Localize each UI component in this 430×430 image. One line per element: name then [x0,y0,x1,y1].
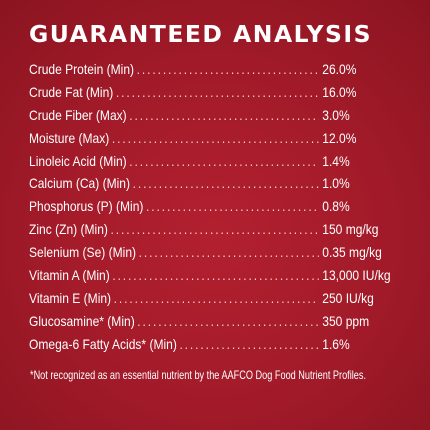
row-value: 3.0% [322,106,350,123]
row-value: 0.8% [322,198,350,215]
row-label: Vitamin E (Min) [29,289,112,306]
analysis-row: Phosphorus (P) (Min) 0.8% [29,198,405,221]
row-label: Crude Fiber (Max) [29,106,127,123]
analysis-table: Crude Protein (Min) 26.0% Crude Fat (Min… [29,61,405,359]
row-label: Moisture (Max) [29,129,110,146]
row-label: Zinc (Zn) (Min) [29,221,108,238]
row-label: Phosphorus (P) (Min) [29,198,144,215]
analysis-row: Crude Protein (Min) 26.0% [29,61,405,84]
analysis-row: Crude Fat (Min) 16.0% [29,84,405,107]
row-label: Linoleic Acid (Min) [29,152,127,169]
row-label: Selenium (Se) (Min) [29,244,137,261]
row-value: 250 IU/kg [322,289,374,306]
dot-leader [139,244,319,260]
dot-leader [116,84,319,100]
analysis-row: Omega-6 Fatty Acids* (Min) 1.6% [29,336,405,359]
dot-leader [137,61,319,77]
panel-title: GUARANTEED ANALYSIS [29,20,373,48]
row-value: 16.0% [322,83,357,100]
analysis-row: Zinc (Zn) (Min) 150 mg/kg [29,221,405,244]
row-value: 1.0% [322,175,350,192]
row-label: Vitamin A (Min) [29,267,110,284]
row-value: 13,000 IU/kg [322,267,391,284]
analysis-row: Moisture (Max) 12.0% [29,130,405,153]
row-value: 350 ppm [322,312,370,329]
row-label: Crude Fat (Min) [29,83,114,100]
row-value: 150 mg/kg [322,221,379,238]
dot-leader [146,198,319,214]
row-value: 12.0% [322,129,357,146]
row-label: Crude Protein (Min) [29,61,135,77]
dot-leader [129,153,319,169]
row-value: 26.0% [322,61,357,77]
dot-leader [112,267,318,283]
row-value: 1.4% [322,152,350,169]
dot-leader [112,130,319,146]
analysis-row: Linoleic Acid (Min) 1.4% [29,153,405,176]
dot-leader [179,336,318,352]
footnote: *Not recognized as an essential nutrient… [30,369,367,382]
dot-leader [137,313,319,329]
row-label: Glucosamine* (Min) [29,312,135,329]
row-value: 1.6% [322,335,350,352]
analysis-row: Calcium (Ca) (Min) 1.0% [29,175,405,198]
dot-leader [129,107,319,123]
row-value: 0.35 mg/kg [322,244,382,261]
analysis-row: Vitamin A (Min) 13,000 IU/kg [29,267,405,290]
analysis-row: Vitamin E (Min) 250 IU/kg [29,290,405,313]
row-label: Omega-6 Fatty Acids* (Min) [29,335,177,352]
dot-leader [133,175,319,191]
analysis-row: Crude Fiber (Max) 3.0% [29,107,405,130]
row-label: Calcium (Ca) (Min) [29,175,131,192]
dot-leader [114,290,319,306]
dot-leader [111,221,319,237]
analysis-row: Glucosamine* (Min) 350 ppm [29,313,405,336]
analysis-row: Selenium (Se) (Min) 0.35 mg/kg [29,244,405,267]
